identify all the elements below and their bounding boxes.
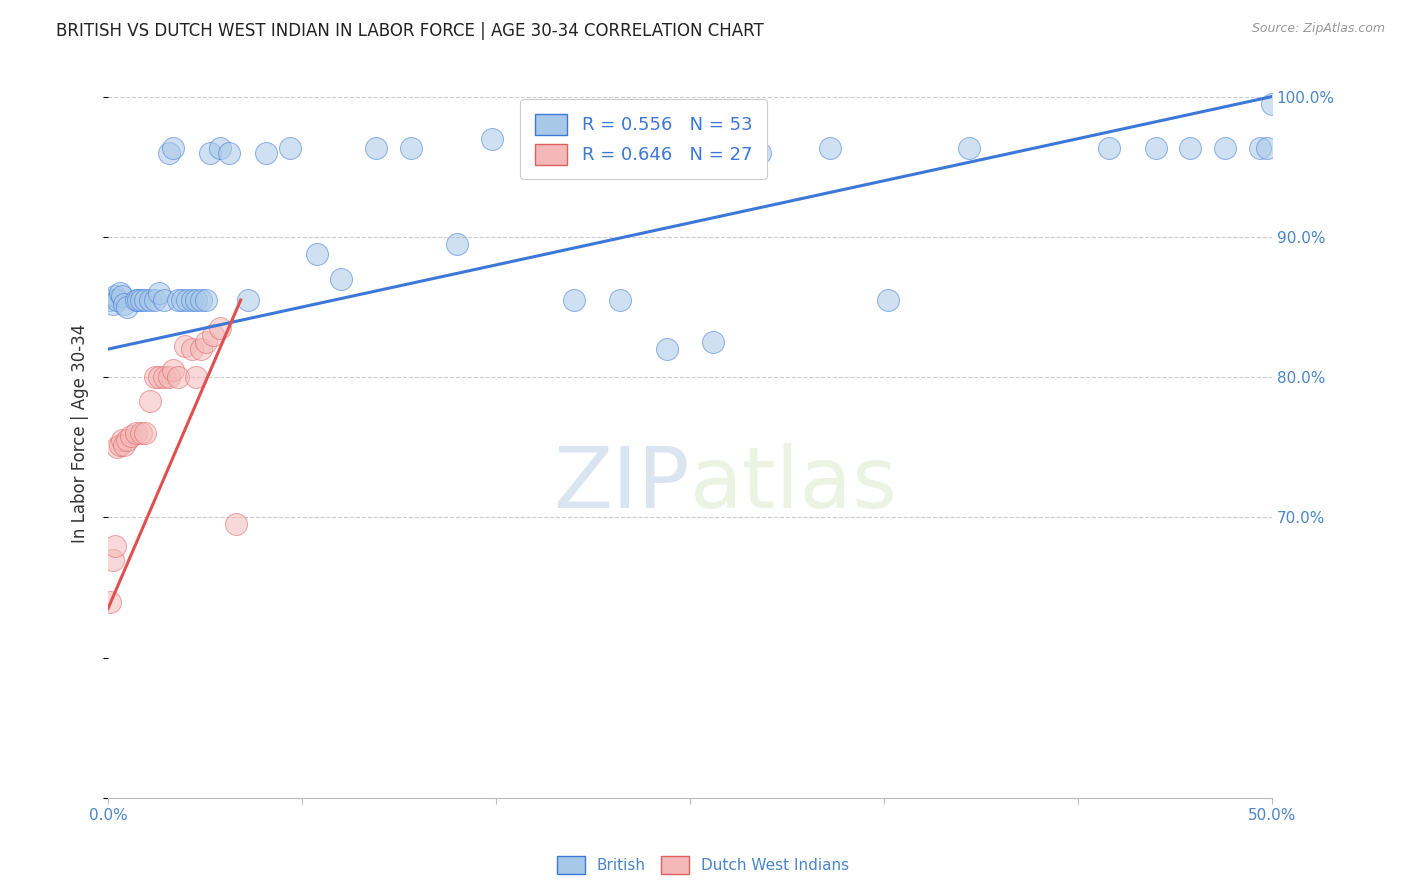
Point xyxy=(104,289,127,303)
Point xyxy=(157,145,180,160)
Point xyxy=(120,429,142,443)
Point xyxy=(162,363,184,377)
Point xyxy=(876,293,898,307)
Point xyxy=(200,145,222,160)
Point xyxy=(225,517,247,532)
Point xyxy=(111,434,134,448)
Point xyxy=(307,246,329,260)
Point xyxy=(702,335,724,350)
Point xyxy=(236,293,259,307)
Point xyxy=(562,293,585,307)
Point xyxy=(655,342,678,356)
Point xyxy=(208,321,231,335)
Y-axis label: In Labor Force | Age 30-34: In Labor Force | Age 30-34 xyxy=(72,324,89,543)
Point xyxy=(112,437,135,451)
Point xyxy=(1144,141,1167,155)
Point xyxy=(201,328,224,343)
Point xyxy=(108,285,131,300)
Point xyxy=(173,339,195,353)
Point xyxy=(134,426,156,441)
Point xyxy=(172,293,194,307)
Text: BRITISH VS DUTCH WEST INDIAN IN LABOR FORCE | AGE 30-34 CORRELATION CHART: BRITISH VS DUTCH WEST INDIAN IN LABOR FO… xyxy=(56,22,763,40)
Point xyxy=(157,370,180,384)
Point xyxy=(481,131,503,145)
Point xyxy=(166,293,188,307)
Point xyxy=(129,293,152,307)
Point xyxy=(176,293,198,307)
Point xyxy=(111,289,134,303)
Point xyxy=(1261,96,1284,111)
Point xyxy=(98,594,121,608)
Point xyxy=(180,342,202,356)
Point xyxy=(194,335,217,350)
Point xyxy=(190,342,212,356)
Point xyxy=(139,293,162,307)
Point xyxy=(329,272,352,286)
Point xyxy=(1256,141,1278,155)
Point xyxy=(278,141,301,155)
Point xyxy=(1249,141,1271,155)
Text: ZIP: ZIP xyxy=(554,442,690,526)
Point xyxy=(364,141,387,155)
Point xyxy=(105,440,128,454)
Text: Source: ZipAtlas.com: Source: ZipAtlas.com xyxy=(1251,22,1385,36)
Point xyxy=(148,370,170,384)
Point xyxy=(186,293,208,307)
Point xyxy=(115,300,138,314)
Point xyxy=(115,434,138,448)
Point xyxy=(166,370,188,384)
Point xyxy=(105,293,128,307)
Point xyxy=(748,145,770,160)
Point xyxy=(129,426,152,441)
Point xyxy=(446,236,468,251)
Point xyxy=(194,293,217,307)
Point xyxy=(98,293,121,307)
Point xyxy=(139,394,162,409)
Point xyxy=(101,297,124,311)
Legend: R = 0.556   N = 53, R = 0.646   N = 27: R = 0.556 N = 53, R = 0.646 N = 27 xyxy=(520,99,766,179)
Point xyxy=(112,297,135,311)
Point xyxy=(186,370,208,384)
Point xyxy=(609,293,631,307)
Point xyxy=(1215,141,1237,155)
Point xyxy=(127,293,149,307)
Point xyxy=(143,370,166,384)
Point xyxy=(101,552,124,566)
Point xyxy=(399,141,422,155)
Point xyxy=(1180,141,1202,155)
Point xyxy=(818,141,841,155)
Point xyxy=(134,293,156,307)
Point xyxy=(957,141,980,155)
Legend: British, Dutch West Indians: British, Dutch West Indians xyxy=(551,850,855,880)
Point xyxy=(125,426,148,441)
Point xyxy=(190,293,212,307)
Text: atlas: atlas xyxy=(690,442,898,526)
Point xyxy=(208,141,231,155)
Point xyxy=(143,293,166,307)
Point xyxy=(108,437,131,451)
Point xyxy=(254,145,277,160)
Point xyxy=(180,293,202,307)
Point xyxy=(218,145,240,160)
Point xyxy=(162,141,184,155)
Point xyxy=(153,370,176,384)
Point xyxy=(1098,141,1121,155)
Point xyxy=(527,141,550,155)
Point xyxy=(125,293,148,307)
Point xyxy=(148,285,170,300)
Point xyxy=(153,293,176,307)
Point xyxy=(104,539,127,553)
